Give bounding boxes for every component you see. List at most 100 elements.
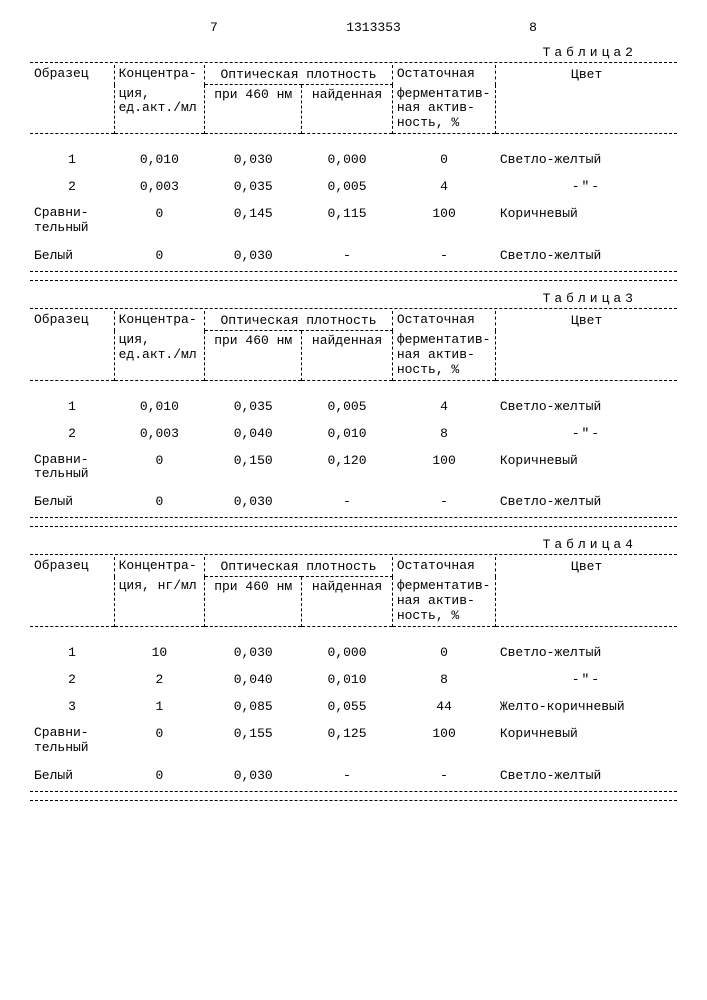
col-at460: при 460 нм (205, 85, 302, 134)
cell-sample: 2 (30, 420, 114, 447)
cell-act: 44 (392, 693, 496, 720)
table-row: 3 1 0,085 0,055 44 Желто-коричневый (30, 693, 677, 720)
cell-color: Светло-желтый (496, 393, 677, 420)
cell-d460: 0,030 (205, 488, 302, 515)
table-row: Белый 0 0,030 - - Светло-желтый (30, 762, 677, 789)
col-resid-rest: ферментатив-ная актив-ность, % (392, 331, 496, 380)
table-row: Сравни-тельный 0 0,150 0,120 100 Коричне… (30, 447, 677, 489)
cell-conc: 0,010 (114, 393, 205, 420)
cell-found: 0,005 (302, 173, 393, 200)
rule (30, 791, 677, 792)
cell-sample: Белый (30, 488, 114, 515)
cell-found: 0,010 (302, 666, 393, 693)
table-row: 1 0,010 0,030 0,000 0 Светло-желтый (30, 146, 677, 173)
rule (30, 280, 677, 281)
cell-d460: 0,145 (205, 200, 302, 242)
cell-sample: 1 (30, 639, 114, 666)
cell-conc: 1 (114, 693, 205, 720)
col-resid-rest: ферментатив-ная актив-ность, % (392, 85, 496, 134)
cell-color: Коричневый (496, 720, 677, 762)
cell-color: -"- (496, 666, 677, 693)
cell-conc: 0 (114, 447, 205, 489)
table2: Образец Концентра- Оптическая плотность … (30, 65, 677, 269)
cell-d460: 0,085 (205, 693, 302, 720)
page-header: 7 1313353 8 (30, 20, 677, 35)
cell-color: Светло-желтый (496, 639, 677, 666)
cell-d460: 0,040 (205, 420, 302, 447)
cell-conc: 0,010 (114, 146, 205, 173)
cell-sample: 2 (30, 666, 114, 693)
table3-label: Таблица3 (30, 291, 677, 306)
cell-act: 100 (392, 720, 496, 762)
col-resid-rest: ферментатив-ная актив-ность, % (392, 577, 496, 626)
col-conc-l1: Концентра- (114, 557, 205, 577)
cell-found: 0,000 (302, 146, 393, 173)
col-found: найденная (302, 577, 393, 626)
cell-sample: Белый (30, 762, 114, 789)
cell-act: 4 (392, 173, 496, 200)
rule (30, 554, 677, 555)
cell-sample: Сравни-тельный (30, 720, 114, 762)
rule (30, 526, 677, 527)
cell-d460: 0,035 (205, 393, 302, 420)
cell-conc: 0 (114, 242, 205, 269)
rule (30, 271, 677, 272)
col-conc-l1: Концентра- (114, 65, 205, 85)
cell-sample: 2 (30, 173, 114, 200)
col-found: найденная (302, 85, 393, 134)
rule (30, 62, 677, 63)
cell-act: - (392, 242, 496, 269)
table-row: 2 0,003 0,035 0,005 4 -"- (30, 173, 677, 200)
cell-sample: Сравни-тельный (30, 200, 114, 242)
cell-found: 0,055 (302, 693, 393, 720)
cell-act: - (392, 488, 496, 515)
cell-found: 0,000 (302, 639, 393, 666)
cell-found: - (302, 242, 393, 269)
cell-d460: 0,035 (205, 173, 302, 200)
cell-found: - (302, 488, 393, 515)
rule (30, 517, 677, 518)
col-sample: Образец (30, 311, 114, 380)
table2-label: Таблица2 (30, 45, 677, 60)
cell-sample: 1 (30, 146, 114, 173)
col-conc-l1: Концентра- (114, 311, 205, 331)
col-optdens: Оптическая плотность (205, 65, 393, 85)
table-row: Белый 0 0,030 - - Светло-желтый (30, 488, 677, 515)
cell-found: - (302, 762, 393, 789)
page-num-right: 8 (529, 20, 537, 35)
cell-color: Светло-желтый (496, 242, 677, 269)
cell-d460: 0,040 (205, 666, 302, 693)
cell-d460: 0,030 (205, 242, 302, 269)
cell-color: Светло-желтый (496, 488, 677, 515)
cell-found: 0,125 (302, 720, 393, 762)
col-conc-l2: ция,ед.акт./мл (114, 85, 205, 134)
col-conc-l2: ция, нг/мл (114, 577, 205, 626)
cell-conc: 0,003 (114, 173, 205, 200)
cell-sample: 1 (30, 393, 114, 420)
table-row: 2 2 0,040 0,010 8 -"- (30, 666, 677, 693)
page-num-left: 7 (210, 20, 218, 35)
cell-act: 100 (392, 200, 496, 242)
cell-sample: 3 (30, 693, 114, 720)
table4-label: Таблица4 (30, 537, 677, 552)
col-optdens: Оптическая плотность (205, 557, 393, 577)
cell-act: 0 (392, 146, 496, 173)
cell-conc: 10 (114, 639, 205, 666)
cell-color: -"- (496, 173, 677, 200)
cell-d460: 0,030 (205, 639, 302, 666)
cell-conc: 2 (114, 666, 205, 693)
cell-conc: 0 (114, 762, 205, 789)
cell-found: 0,115 (302, 200, 393, 242)
col-resid-l1: Остаточная (392, 65, 496, 85)
cell-color: Светло-желтый (496, 762, 677, 789)
col-resid-l1: Остаточная (392, 557, 496, 577)
cell-color: Коричневый (496, 447, 677, 489)
table-row: 1 0,010 0,035 0,005 4 Светло-желтый (30, 393, 677, 420)
rule (30, 308, 677, 309)
table-row: 1 10 0,030 0,000 0 Светло-желтый (30, 639, 677, 666)
cell-color: Коричневый (496, 200, 677, 242)
cell-conc: 0 (114, 720, 205, 762)
cell-d460: 0,155 (205, 720, 302, 762)
cell-act: 0 (392, 639, 496, 666)
col-sample: Образец (30, 65, 114, 134)
